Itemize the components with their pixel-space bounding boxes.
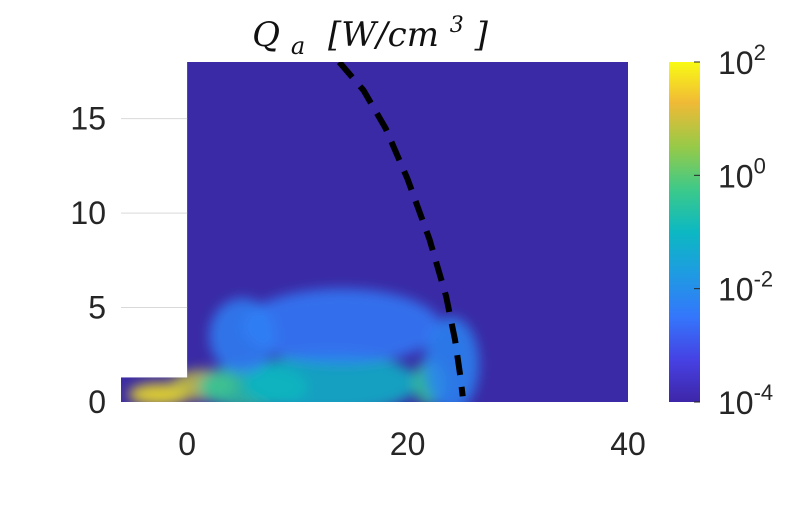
grid-lines (121, 118, 188, 309)
heat-blob (424, 317, 480, 402)
title-unit-open: [W/cm (328, 15, 439, 55)
x-tick-label: 20 (390, 426, 426, 462)
title-unit-close: ] (474, 15, 489, 55)
y-tick-label: 5 (88, 290, 106, 326)
colorbar-ticks: 102 100 10-2 10-4 (694, 40, 773, 421)
title-unit-exponent: 3 (450, 13, 464, 38)
heat-blob (242, 288, 441, 365)
colorbar-tick-label: 10-4 (718, 380, 773, 421)
colorbar-tick-label: 102 (718, 40, 766, 81)
colorbar: 102 100 10-2 10-4 (669, 40, 773, 421)
colorbar-gradient (669, 62, 700, 402)
title-subscript: a (291, 32, 305, 60)
chart-title: Q a [W/cm 3 ] (252, 1, 488, 63)
y-tick-label: 0 (88, 384, 106, 420)
masked-region (121, 62, 188, 378)
dashed-boundary-curve (336, 62, 466, 397)
heat-blob (242, 352, 419, 402)
plot-area (121, 62, 628, 402)
heat-blob (209, 298, 276, 374)
colorbar-tick-label: 100 (718, 153, 766, 194)
x-axis-ticks: 0 20 40 (178, 426, 646, 462)
y-tick-label: 15 (70, 101, 106, 137)
y-tick-label: 10 (70, 195, 106, 231)
x-tick-label: 0 (178, 426, 196, 462)
title-symbol: Q (252, 15, 280, 55)
colorbar-tick-label: 10-2 (718, 267, 773, 308)
y-axis-ticks: 0 5 10 15 (70, 101, 106, 420)
x-tick-label: 40 (610, 426, 646, 462)
